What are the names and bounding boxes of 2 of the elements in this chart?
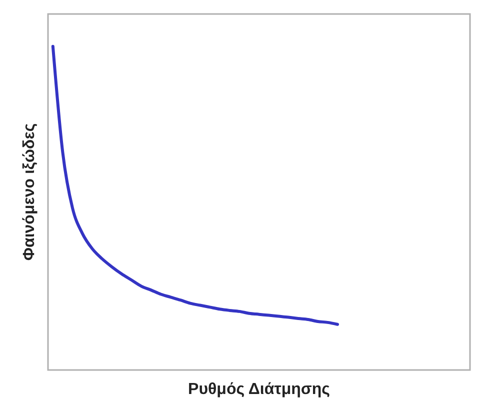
x-axis-title: Ρυθμός Διάτμησης [188,381,330,398]
y-axis-title: Φαινόμενο ιξώδες [21,123,38,261]
